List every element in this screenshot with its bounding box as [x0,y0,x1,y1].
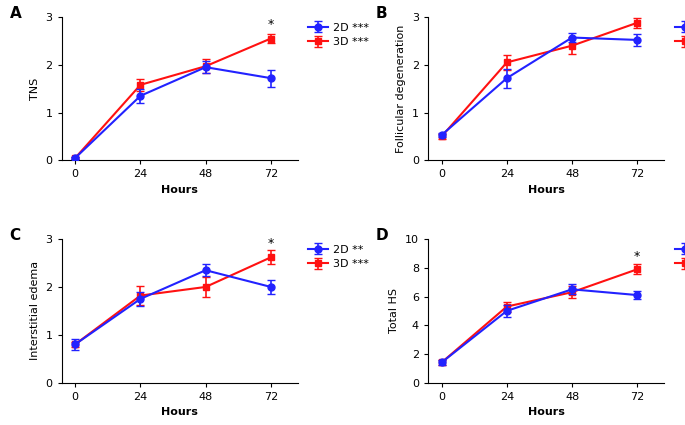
Y-axis label: TNS: TNS [30,77,40,100]
Legend: 2D ***, 3D ***: 2D ***, 3D *** [675,23,685,47]
Legend: 2D **, 3D ***: 2D **, 3D *** [308,245,369,269]
Text: *: * [268,18,274,31]
X-axis label: Hours: Hours [162,407,198,417]
Text: C: C [10,228,21,243]
X-axis label: Hours: Hours [528,185,564,195]
Y-axis label: Total HS: Total HS [390,288,399,333]
Text: A: A [10,6,21,20]
Text: D: D [376,228,388,243]
Text: B: B [376,6,388,20]
Legend: 2D ***, 3D ***: 2D ***, 3D *** [308,23,369,47]
Legend: 2D ***, 3D ***: 2D ***, 3D *** [675,245,685,269]
X-axis label: Hours: Hours [528,407,564,417]
Text: *: * [634,250,640,263]
Y-axis label: Follicular degeneration: Follicular degeneration [397,25,406,153]
Y-axis label: Interstitial edema: Interstitial edema [30,261,40,360]
Text: *: * [268,237,274,249]
X-axis label: Hours: Hours [162,185,198,195]
